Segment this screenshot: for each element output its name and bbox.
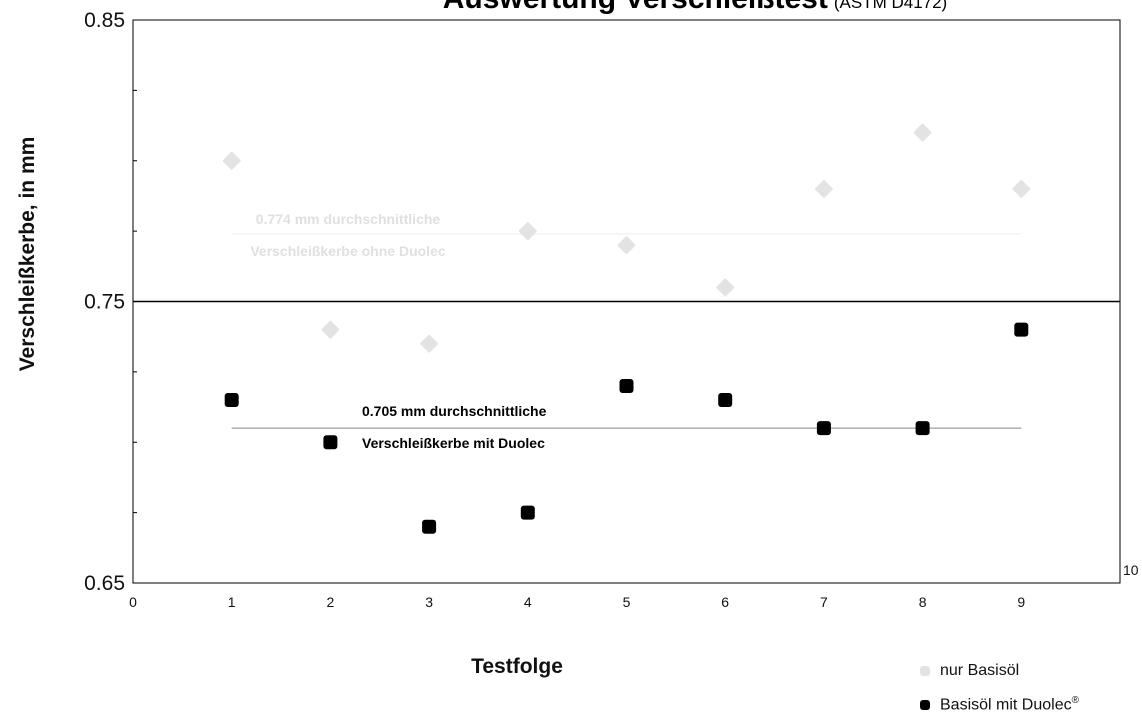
legend-item-duolec: Basisöl mit Duolec® [918, 688, 1079, 722]
x-tick-label: 8 [919, 594, 927, 610]
point-duolec [915, 421, 930, 436]
legend: nur Basisöl Basisöl mit Duolec® [918, 654, 1079, 722]
point-basisoel [1012, 179, 1031, 198]
x-tick-label: 9 [1017, 594, 1025, 610]
legend-marker-light [920, 666, 930, 676]
point-basisoel [518, 222, 537, 241]
point-basisoel [913, 123, 932, 142]
point-duolec [1014, 322, 1029, 337]
legend-item-basisoel: nur Basisöl [918, 654, 1079, 688]
x-tick-label: 2 [327, 594, 335, 610]
chart-title-sub: (ASTM D4172) [834, 0, 947, 12]
legend-label-basisoel: nur Basisöl [940, 662, 1020, 679]
x-tick-label: 4 [524, 594, 532, 610]
x-tick-label: 10 [1123, 562, 1139, 578]
point-basisoel [321, 320, 340, 339]
point-duolec [619, 378, 634, 393]
y-axis-title: Verschleißkerbe, in mm [16, 137, 39, 372]
x-tick-label: 0 [129, 594, 137, 610]
axis-titles: Testfolge Verschleißkerbe, in mm [16, 137, 563, 678]
mean-lines: 0.774 mm durchschnittliche Verschleißkerb… [231, 211, 1022, 451]
point-basisoel [222, 151, 241, 170]
x-tick-label: 7 [820, 594, 828, 610]
point-basisoel [617, 236, 636, 255]
x-axis-ticks: 0 1 2 3 4 5 6 7 8 9 10 [129, 562, 1139, 610]
point-duolec [224, 393, 239, 408]
plot-area [132, 19, 1121, 584]
point-duolec [520, 505, 535, 520]
x-tick-label: 1 [228, 594, 236, 610]
x-axis-title: Testfolge [471, 655, 563, 678]
mean-label-line1-2: 0.705 mm durchschnittliche [362, 403, 547, 419]
point-basisoel [716, 278, 735, 297]
legend-marker-dark [920, 700, 930, 710]
x-tick-label: 5 [623, 594, 631, 610]
point-basisoel [420, 334, 439, 353]
point-duolec [718, 393, 733, 408]
registered-mark: ® [1071, 695, 1079, 707]
legend-label-duolec-text: Basisöl mit Duolec [940, 696, 1072, 714]
point-basisoel [814, 179, 833, 198]
mean-label-line1-1: 0.774 mm durchschnittliche [256, 211, 441, 227]
y-axis-ticks: 0.65 0.75 0.85 [84, 9, 125, 595]
y-tick-label: 0.85 [84, 9, 125, 32]
mean-label-line2-2: Verschleißkerbe mit Duolec [362, 435, 545, 451]
point-duolec [816, 421, 831, 436]
y-tick-label: 0.65 [84, 572, 125, 595]
chart-title-main: Auswertung Verschleißtest [443, 0, 828, 15]
y-tick-label: 0.75 [84, 291, 125, 314]
point-duolec [422, 519, 437, 534]
legend-label-duolec: Basisöl mit Duolec® [940, 695, 1079, 714]
x-tick-label: 3 [425, 594, 433, 610]
x-tick-label: 6 [721, 594, 729, 610]
series-layer [222, 123, 1031, 534]
chart-title: Auswertung Verschleißtest (ASTM D4172) [443, 0, 947, 15]
point-duolec [323, 435, 338, 450]
chart-title-text: Auswertung Verschleißtest (ASTM D4172) [443, 0, 947, 15]
mean-label-line2-1: Verschleißkerbe ohne Duolec [250, 243, 446, 259]
